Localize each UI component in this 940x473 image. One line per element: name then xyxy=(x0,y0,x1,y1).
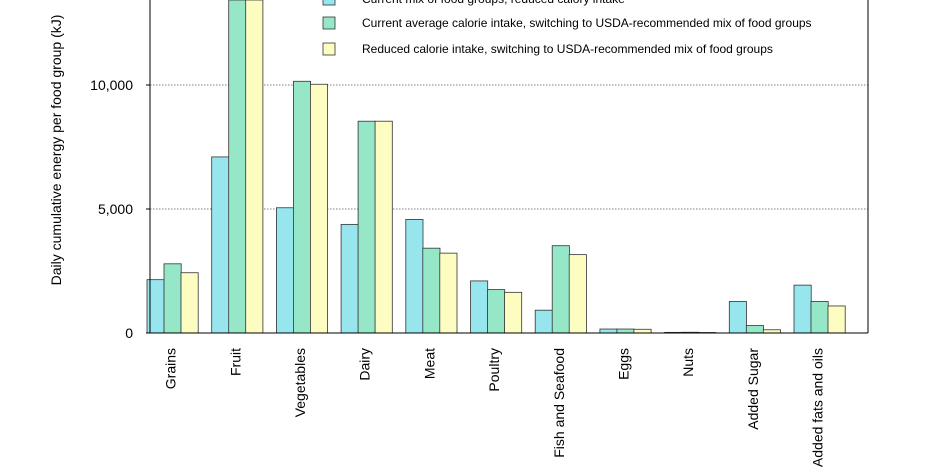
x-tick-label: Meat xyxy=(421,348,437,379)
y-tick-label: 10,000 xyxy=(90,77,133,93)
bar xyxy=(309,83,328,334)
bar xyxy=(422,247,441,334)
legend-swatch xyxy=(322,16,336,30)
bar xyxy=(616,328,635,334)
y-tick-label: 0 xyxy=(125,325,133,341)
legend-swatch xyxy=(322,0,336,6)
x-tick-label: Added Sugar xyxy=(745,348,761,430)
bar xyxy=(551,245,570,334)
bar xyxy=(439,252,458,334)
bar xyxy=(292,80,311,334)
legend: Current mix of food groups, reduced calo… xyxy=(322,0,812,56)
y-tick-label: 5,000 xyxy=(98,201,133,217)
bar xyxy=(633,328,652,334)
bars xyxy=(146,0,846,334)
bar xyxy=(163,263,182,334)
gridlines xyxy=(150,84,868,210)
bar xyxy=(599,328,618,334)
x-tick-label: Nuts xyxy=(680,348,696,377)
bar xyxy=(810,301,829,334)
x-tick-label: Fruit xyxy=(227,348,243,376)
bar xyxy=(245,0,264,334)
axes xyxy=(149,0,869,334)
bar xyxy=(405,219,424,334)
x-tick-label: Eggs xyxy=(616,348,632,380)
bar xyxy=(275,207,294,334)
x-tick-label: Dairy xyxy=(357,348,373,381)
y-tick-labels: 0 5,000 10,000 xyxy=(90,77,150,341)
bar xyxy=(745,325,764,334)
x-tick-labels: Grains Fruit Vegetables Dairy Meat Poultry Fis… xyxy=(163,348,826,467)
bar xyxy=(568,254,587,334)
legend-label: Current average calorie intake, switchin… xyxy=(362,16,812,30)
legend-label: Reduced calorie intake, switching to USD… xyxy=(362,42,773,56)
bar xyxy=(793,284,812,334)
bar xyxy=(180,272,199,334)
bar xyxy=(340,223,359,334)
bar xyxy=(374,120,393,334)
bar xyxy=(487,289,506,334)
bar xyxy=(211,156,230,334)
y-axis-label: Daily cumulative energy per food group (… xyxy=(48,15,64,286)
x-tick-label: Fish and Seafood xyxy=(551,348,567,458)
legend-swatch xyxy=(322,42,336,56)
x-tick-label: Vegetables xyxy=(292,348,308,417)
bar xyxy=(728,301,747,334)
bar xyxy=(504,291,523,334)
bar xyxy=(357,120,376,334)
x-tick-label: Added fats and oils xyxy=(810,348,826,467)
legend-label: Current mix of food groups, reduced calo… xyxy=(362,0,625,6)
x-tick-label: Poultry xyxy=(486,348,502,392)
bar xyxy=(470,280,489,334)
bar xyxy=(534,309,553,334)
bar xyxy=(827,305,846,334)
x-tick-label: Grains xyxy=(163,348,179,389)
bar xyxy=(228,0,247,334)
